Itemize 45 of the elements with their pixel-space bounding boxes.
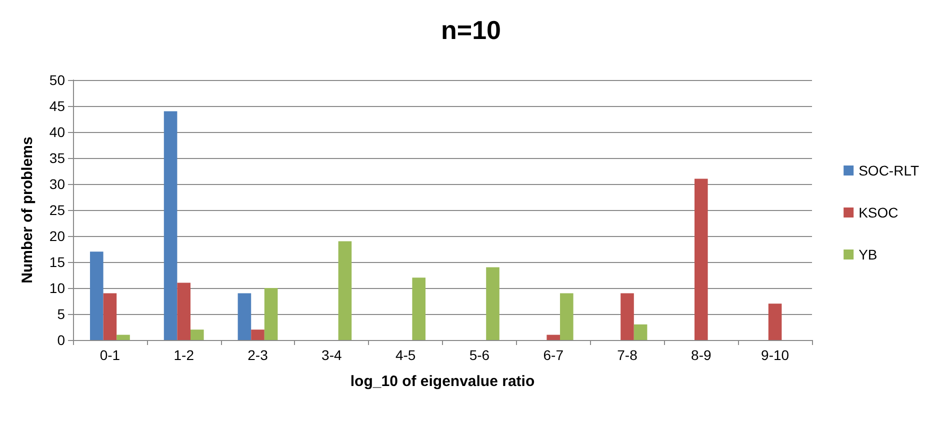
y-tick-label: 15 — [49, 254, 66, 270]
x-tick-label: 7-8 — [617, 347, 638, 363]
bar — [164, 111, 178, 340]
bar — [546, 334, 560, 340]
legend-label: YB — [858, 246, 878, 262]
x-tick-label: 1-2 — [174, 347, 194, 363]
bar — [251, 330, 264, 340]
bar — [620, 293, 634, 340]
y-tick-label: 30 — [49, 176, 66, 192]
bar — [338, 241, 352, 340]
x-tick-label: 8-9 — [691, 347, 712, 363]
bar — [238, 293, 252, 340]
x-tick-label: 0-1 — [100, 347, 120, 363]
x-tick-label: 4-5 — [395, 347, 416, 363]
bar — [116, 334, 130, 340]
legend-label: SOC-RLT — [858, 162, 920, 178]
bar — [486, 267, 500, 340]
bar — [634, 324, 648, 340]
y-tick-label: 0 — [57, 332, 66, 348]
x-tick-label: 2-3 — [248, 347, 268, 363]
chart-title: n=10 — [441, 15, 501, 45]
x-tick-label: 9-10 — [761, 347, 790, 363]
y-tick-label: 10 — [49, 280, 66, 296]
y-tick-label: 25 — [49, 202, 66, 218]
y-tick-label: 45 — [49, 98, 66, 114]
x-tick-label: 5-6 — [469, 347, 490, 363]
bar — [694, 178, 708, 340]
y-axis-title: Number of problems — [19, 136, 36, 284]
bar — [177, 282, 190, 340]
bar — [90, 252, 104, 340]
x-axis-title: log_10 of eigenvalue ratio — [350, 373, 535, 390]
bar — [768, 304, 782, 340]
bar — [412, 278, 426, 340]
bar — [264, 288, 278, 340]
y-tick-label: 20 — [49, 228, 66, 244]
bar — [103, 293, 117, 340]
legend-label: KSOC — [858, 204, 898, 220]
y-tick-label: 5 — [57, 306, 66, 322]
x-tick-label: 3-4 — [322, 347, 342, 363]
y-tick-label: 50 — [49, 72, 66, 88]
y-tick-label: 40 — [49, 124, 66, 140]
bar — [560, 293, 574, 340]
x-tick-label: 6-7 — [543, 347, 564, 363]
y-tick-label: 35 — [49, 150, 66, 166]
bar — [190, 330, 204, 340]
